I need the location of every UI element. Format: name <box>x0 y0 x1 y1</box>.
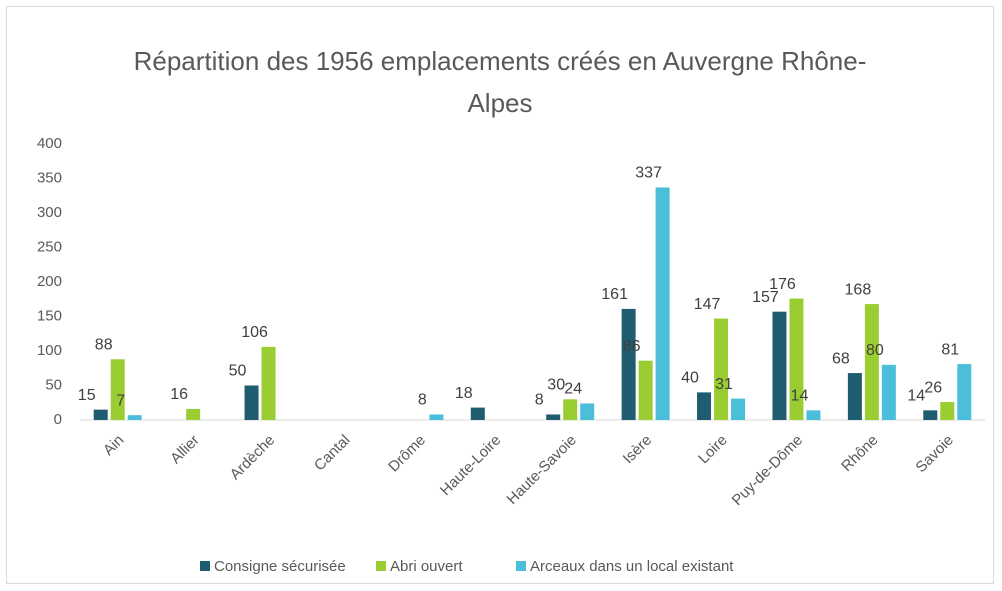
value-label: 8 <box>535 392 544 409</box>
bar <box>923 410 938 420</box>
legend-label: Arceaux dans un local existant <box>530 558 734 575</box>
x-tick-label: Drôme <box>385 432 429 476</box>
chart-frame <box>6 6 994 584</box>
y-tick-label: 200 <box>37 273 62 290</box>
x-tick-label: Ain <box>100 432 127 459</box>
value-label: 18 <box>455 385 473 402</box>
bar <box>957 364 972 420</box>
value-label: 14 <box>791 388 809 405</box>
bar <box>563 399 578 420</box>
x-tick-label: Haute-Loire <box>437 432 504 499</box>
value-label: 14 <box>907 388 925 405</box>
legend-label: Consigne sécurisée <box>214 558 346 575</box>
value-label: 157 <box>752 289 779 306</box>
legend-swatch <box>516 561 526 571</box>
value-label: 161 <box>601 286 628 303</box>
bar <box>127 415 142 420</box>
x-tick-label: Savoie <box>912 432 956 476</box>
bar <box>847 373 862 420</box>
bar <box>621 308 636 420</box>
x-tick-label: Ardèche <box>227 432 279 484</box>
value-label: 40 <box>681 370 699 387</box>
y-tick-label: 50 <box>45 376 62 393</box>
y-tick-label: 300 <box>37 204 62 221</box>
value-label: 68 <box>832 350 850 367</box>
bar <box>940 402 955 420</box>
x-tick-label: Cantal <box>311 432 354 475</box>
value-label: 86 <box>623 338 641 355</box>
bar <box>806 410 821 420</box>
value-label: 337 <box>635 165 662 182</box>
bar <box>93 409 108 420</box>
bar <box>881 364 896 420</box>
bar <box>772 311 787 420</box>
x-tick-label: Puy-de-Dôme <box>729 432 806 509</box>
y-tick-label: 250 <box>37 238 62 255</box>
y-tick-label: 0 <box>54 411 62 428</box>
legend-swatch <box>200 561 210 571</box>
bar <box>731 398 746 420</box>
bar <box>638 360 653 420</box>
x-tick-label: Loire <box>695 432 731 468</box>
bar <box>714 318 729 420</box>
y-tick-label: 100 <box>37 342 62 359</box>
value-label: 81 <box>941 341 959 358</box>
x-tick-label: Allier <box>167 432 203 468</box>
value-label: 31 <box>715 376 733 393</box>
legend-swatch <box>376 561 386 571</box>
bar <box>864 304 879 420</box>
value-label: 80 <box>866 342 884 359</box>
value-label: 26 <box>924 379 942 396</box>
legend-label: Abri ouvert <box>390 558 463 575</box>
value-label: 8 <box>418 392 427 409</box>
value-label: 106 <box>241 324 268 341</box>
value-label: 50 <box>229 363 247 380</box>
x-tick-label: Haute-Savoie <box>504 432 580 508</box>
bar <box>546 414 561 420</box>
value-label: 88 <box>95 336 113 353</box>
value-label: 7 <box>116 392 125 409</box>
value-label: 30 <box>547 377 565 394</box>
bar <box>261 346 276 420</box>
value-label: 15 <box>78 387 96 404</box>
value-label: 176 <box>769 276 796 293</box>
value-label: 168 <box>845 281 872 298</box>
bar <box>655 187 670 420</box>
bar <box>186 408 201 420</box>
y-tick-label: 400 <box>37 135 62 152</box>
value-label: 147 <box>694 296 721 313</box>
bar <box>789 298 804 420</box>
y-tick-label: 150 <box>37 307 62 324</box>
value-label: 16 <box>170 386 188 403</box>
bar <box>429 414 444 420</box>
x-tick-label: Isère <box>620 432 656 468</box>
y-tick-label: 350 <box>37 169 62 186</box>
bar <box>470 407 485 420</box>
chart-title: Répartition des 1956 emplacements créés … <box>133 46 867 118</box>
bar <box>110 359 125 420</box>
bar <box>697 392 712 420</box>
bar <box>244 385 259 420</box>
x-tick-label: Rhône <box>838 432 881 475</box>
value-label: 24 <box>564 381 582 398</box>
bar <box>580 403 595 420</box>
